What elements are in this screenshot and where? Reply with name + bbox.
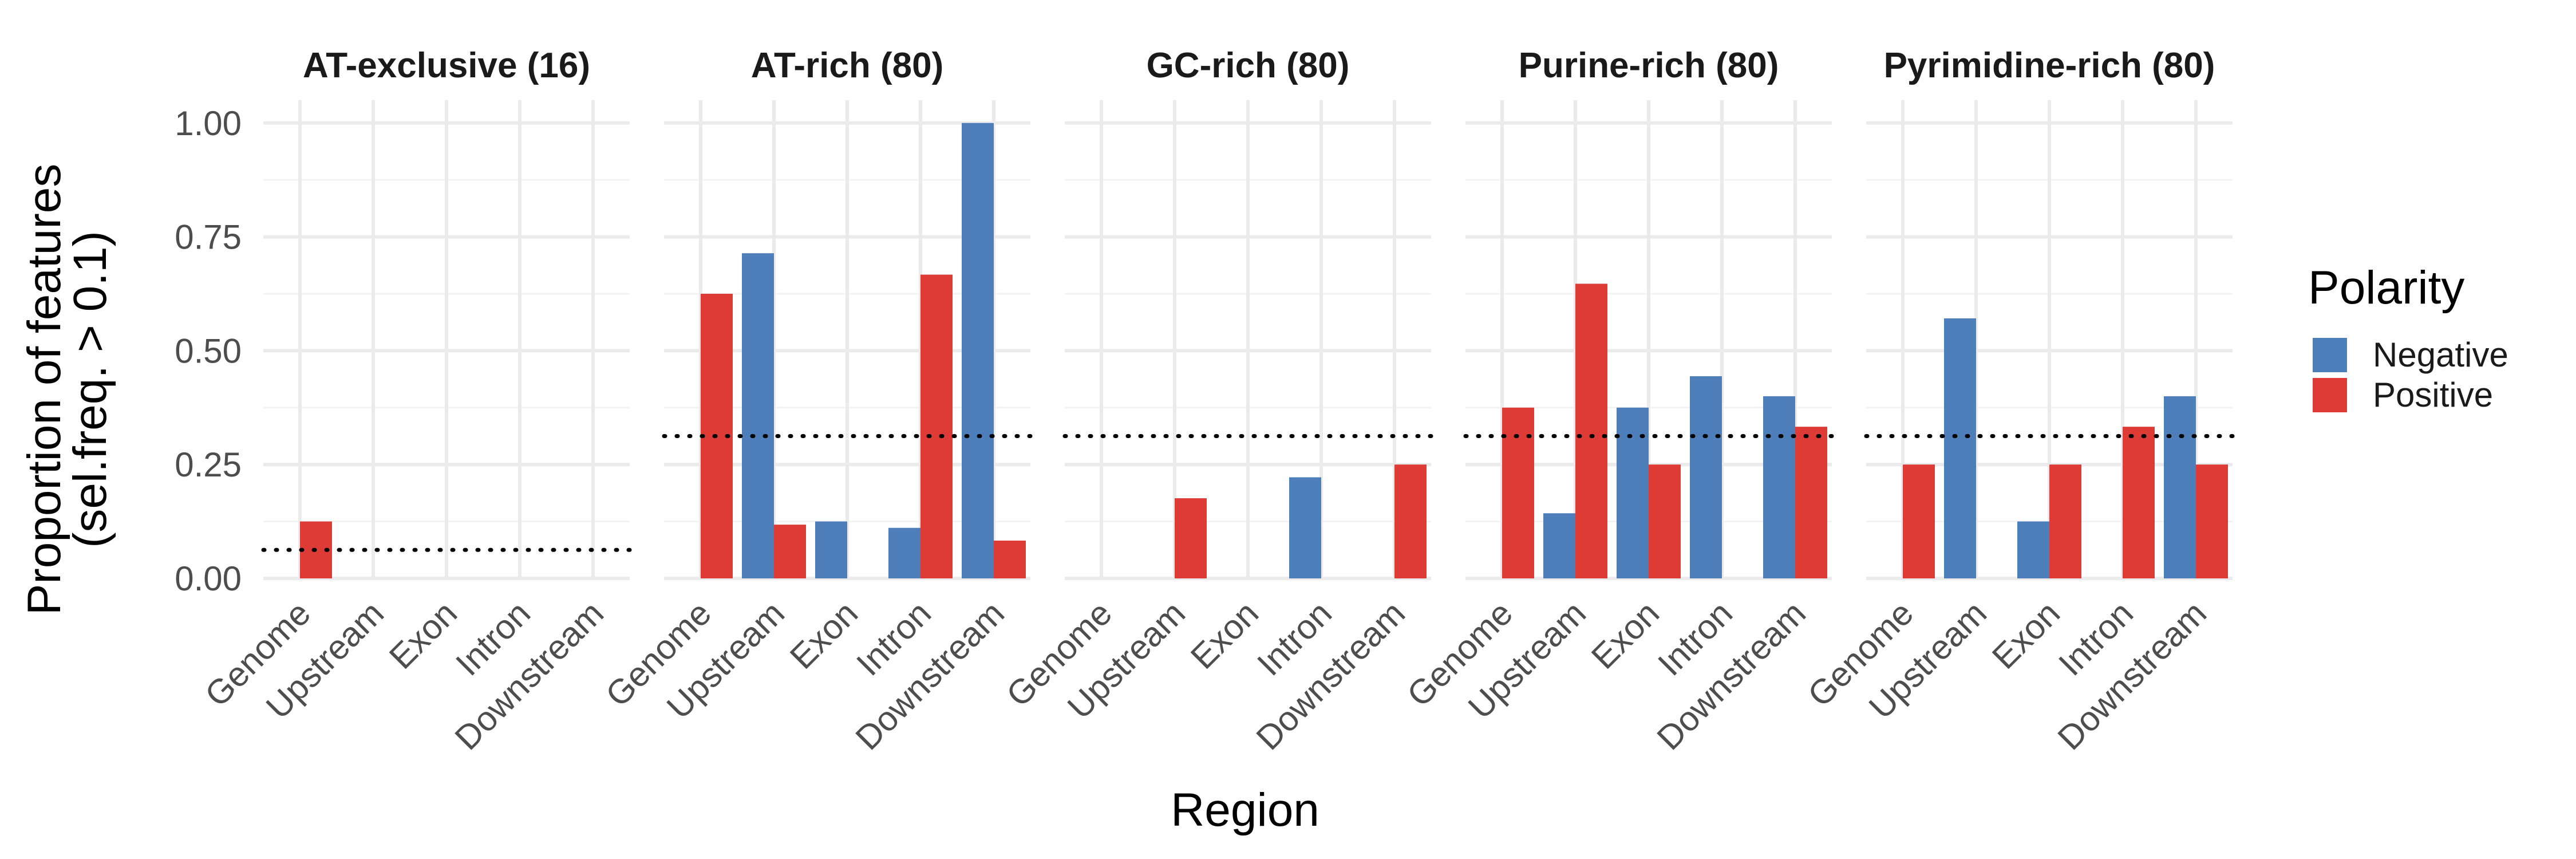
bar-negative [1289, 477, 1321, 578]
bar-negative [1944, 318, 1976, 578]
x-tick-label: Exon [783, 594, 865, 676]
bar-negative [1690, 376, 1722, 578]
x-axis-title: Region [1171, 784, 1319, 836]
bar-negative [815, 521, 847, 578]
bar-negative [1617, 407, 1649, 578]
bar-negative [1543, 513, 1575, 578]
bar-negative [2164, 396, 2196, 578]
bar-positive [920, 274, 953, 579]
facet-panel: GC-rich (80)GenomeUpstreamExonIntronDown… [999, 46, 1433, 757]
y-tick-label: 0.75 [175, 218, 242, 257]
bar-negative [962, 123, 994, 578]
facet-title: Purine-rich (80) [1519, 46, 1779, 85]
facet-panel: Purine-rich (80)GenomeUpstreamExonIntron… [1400, 46, 1834, 757]
y-axis-subtitle: (sel.freq. > 0.1) [64, 231, 116, 548]
facet-panel: AT-exclusive (16)GenomeUpstreamExonIntro… [197, 46, 632, 757]
legend-key-positive [2313, 378, 2347, 412]
facet-title: Pyrimidine-rich (80) [1884, 46, 2215, 85]
y-tick-label: 0.25 [175, 446, 242, 484]
bar-negative [888, 527, 920, 578]
legend-key-negative [2313, 338, 2347, 372]
x-tick-label: Exon [1183, 594, 1266, 676]
bar-negative [1763, 396, 1795, 578]
x-tick-label: Exon [1584, 594, 1666, 676]
facet-title: GC-rich (80) [1147, 46, 1350, 85]
facet-panel: AT-rich (80)GenomeUpstreamExonIntronDown… [598, 46, 1033, 757]
bar-positive [774, 525, 806, 578]
bar-positive [2196, 464, 2228, 578]
y-axis-title: Proportion of features [18, 164, 70, 616]
facet-panels: AT-exclusive (16)GenomeUpstreamExonIntro… [197, 46, 2235, 757]
bar-positive [1575, 283, 1607, 578]
bar-positive [1903, 464, 1935, 578]
x-tick-label: Exon [382, 594, 464, 676]
facet-title: AT-rich (80) [751, 46, 943, 85]
facet-title: AT-exclusive (16) [303, 46, 590, 85]
bar-positive [1795, 427, 1827, 578]
x-tick-label: Exon [1985, 594, 2067, 676]
legend-label: Negative [2373, 336, 2508, 374]
y-tick-label: 0.00 [175, 559, 242, 598]
bar-positive [1649, 464, 1681, 578]
y-tick-label: 1.00 [175, 104, 242, 143]
bar-negative [742, 253, 774, 578]
bar-positive [2049, 464, 2081, 578]
legend-title: Polarity [2308, 262, 2464, 314]
bar-positive [2123, 427, 2155, 578]
bar-positive [994, 540, 1026, 578]
bar-negative [2017, 521, 2049, 578]
bar-positive [1394, 464, 1427, 578]
y-axis: 0.00 0.25 0.50 0.75 1.00 [175, 104, 242, 598]
bar-positive [1502, 407, 1534, 578]
facet-panel: Pyrimidine-rich (80)GenomeUpstreamExonIn… [1800, 46, 2235, 757]
legend-label: Positive [2373, 376, 2493, 414]
bar-positive [1175, 498, 1207, 578]
y-tick-label: 0.50 [175, 332, 242, 370]
